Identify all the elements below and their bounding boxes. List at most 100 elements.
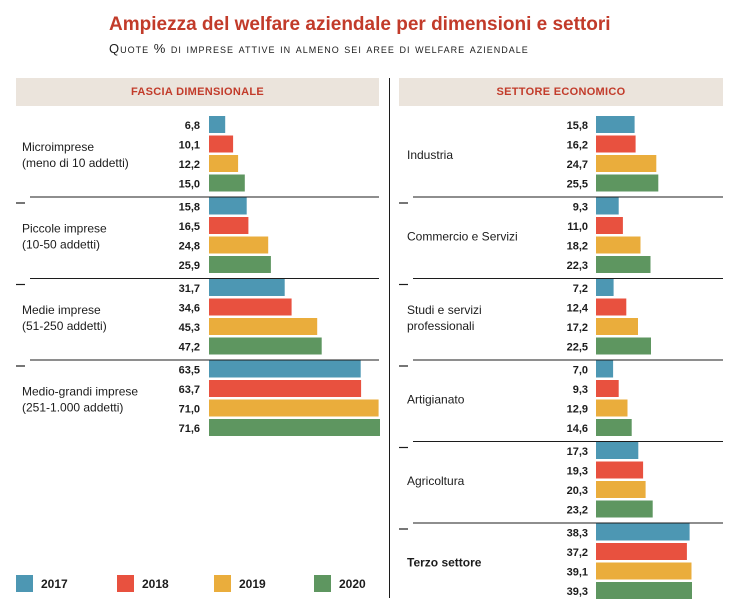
bar-studi-e-servizi-2020 — [596, 337, 651, 355]
bar-artigianato-2019 — [596, 399, 628, 417]
bar-terzo-settore-2017 — [596, 523, 690, 541]
value-label-agricoltura-2019: 20,3 — [567, 485, 588, 497]
value-label-commercio-e-servizi-2017: 9,3 — [573, 202, 588, 214]
bar-industria-2020 — [596, 174, 659, 192]
value-label-agricoltura-2018: 19,3 — [567, 466, 588, 478]
chart-title: Ampiezza del welfare aziendale per dimen… — [109, 14, 611, 35]
bar-studi-e-servizi-2017 — [596, 279, 614, 296]
bar-medie-imprese-2017 — [209, 279, 285, 296]
value-label-industria-2020: 25,5 — [567, 179, 588, 191]
legend-label-2017: 2017 — [41, 576, 68, 591]
value-label-studi-e-servizi-2020: 22,5 — [567, 342, 588, 354]
group-label-microimprese-line-2: (meno di 10 addetti) — [22, 156, 129, 170]
legend-item-2017: 2017 — [16, 575, 68, 592]
value-label-medio-grandi-imprese-2017: 63,5 — [179, 365, 200, 377]
value-label-artigianato-2019: 12,9 — [567, 404, 588, 416]
value-label-medio-grandi-imprese-2020: 71,6 — [179, 423, 200, 435]
panel-header-fascia-dimensionale: FASCIA DIMENSIONALE — [16, 78, 379, 106]
legend-item-2019: 2019 — [214, 575, 266, 592]
bar-industria-2019 — [596, 155, 657, 172]
value-label-artigianato-2020: 14,6 — [567, 423, 588, 435]
bar-microimprese-2019 — [209, 155, 239, 172]
value-label-commercio-e-servizi-2018: 11,0 — [567, 221, 588, 233]
bar-commercio-e-servizi-2020 — [596, 256, 651, 273]
bar-medie-imprese-2019 — [209, 318, 318, 335]
value-label-agricoltura-2020: 23,2 — [567, 505, 588, 517]
chart-subtitle: Quote % di imprese attive in almeno sei … — [109, 41, 529, 56]
bar-industria-2018 — [596, 135, 636, 153]
group-label-commercio-e-servizi: Commercio e Servizi — [407, 230, 518, 244]
legend-item-2020: 2020 — [314, 575, 366, 592]
value-label-medie-imprese-2017: 31,7 — [179, 283, 200, 295]
bar-medie-imprese-2020 — [209, 337, 322, 355]
bar-microimprese-2020 — [209, 174, 245, 192]
value-label-agricoltura-2017: 17,3 — [567, 446, 588, 458]
bar-terzo-settore-2020 — [596, 582, 692, 599]
bar-commercio-e-servizi-2018 — [596, 217, 623, 234]
bar-artigianato-2017 — [596, 360, 614, 378]
value-label-microimprese-2018: 10,1 — [179, 140, 200, 152]
value-label-medio-grandi-imprese-2018: 63,7 — [179, 384, 200, 396]
legend-swatch-2020 — [314, 575, 331, 592]
bar-medio-grandi-imprese-2020 — [209, 419, 380, 436]
bar-medio-grandi-imprese-2017 — [209, 360, 361, 378]
group-label-piccole-imprese: Piccole imprese — [22, 222, 107, 236]
value-label-microimprese-2019: 12,2 — [179, 159, 200, 171]
value-label-medie-imprese-2020: 47,2 — [179, 342, 200, 354]
bar-artigianato-2018 — [596, 380, 619, 397]
value-label-piccole-imprese-2020: 25,9 — [179, 260, 200, 272]
value-label-terzo-settore-2020: 39,3 — [567, 586, 588, 598]
bar-artigianato-2020 — [596, 419, 632, 436]
bar-microimprese-2018 — [209, 135, 234, 153]
bar-agricoltura-2017 — [596, 442, 639, 459]
bar-commercio-e-servizi-2019 — [596, 236, 641, 254]
value-label-terzo-settore-2018: 37,2 — [567, 547, 588, 559]
value-label-artigianato-2017: 7,0 — [573, 365, 588, 377]
value-label-studi-e-servizi-2019: 17,2 — [567, 322, 588, 334]
group-label-industria: Industria — [407, 148, 453, 162]
bar-studi-e-servizi-2018 — [596, 298, 627, 316]
value-label-microimprese-2017: 6,8 — [185, 120, 200, 132]
value-label-commercio-e-servizi-2019: 18,2 — [567, 241, 588, 253]
bar-agricoltura-2019 — [596, 481, 646, 498]
bar-medie-imprese-2018 — [209, 298, 292, 316]
value-label-piccole-imprese-2017: 15,8 — [179, 202, 200, 214]
group-label-agricoltura: Agricoltura — [407, 474, 465, 488]
group-label-artigianato: Artigianato — [407, 393, 465, 407]
bar-commercio-e-servizi-2017 — [596, 197, 619, 215]
value-label-industria-2019: 24,7 — [567, 159, 588, 171]
value-label-piccole-imprese-2019: 24,8 — [179, 241, 200, 253]
legend-label-2019: 2019 — [239, 576, 266, 591]
group-label-studi-e-servizi-line-2: professionali — [407, 319, 474, 333]
value-label-industria-2017: 15,8 — [567, 120, 588, 132]
bar-agricoltura-2020 — [596, 500, 653, 518]
bar-terzo-settore-2018 — [596, 543, 687, 560]
group-label-microimprese: Microimprese — [22, 140, 94, 154]
value-label-piccole-imprese-2018: 16,5 — [179, 221, 200, 233]
value-label-medie-imprese-2019: 45,3 — [179, 322, 200, 334]
value-label-terzo-settore-2017: 38,3 — [567, 528, 588, 540]
bar-agricoltura-2018 — [596, 461, 644, 479]
legend-label-2018: 2018 — [142, 576, 169, 591]
group-label-medie-imprese-line-2: (51-250 addetti) — [22, 319, 107, 333]
group-label-studi-e-servizi: Studi e servizi — [407, 303, 482, 317]
bar-microimprese-2017 — [209, 116, 226, 133]
group-label-medio-grandi-imprese-line-2: (251-1.000 addetti) — [22, 401, 123, 415]
legend-item-2018: 2018 — [117, 575, 169, 592]
group-label-terzo-settore: Terzo settore — [407, 556, 482, 570]
value-label-commercio-e-servizi-2020: 22,3 — [567, 260, 588, 272]
value-label-terzo-settore-2019: 39,1 — [567, 567, 588, 579]
legend-swatch-2018 — [117, 575, 134, 592]
value-label-medie-imprese-2018: 34,6 — [179, 303, 200, 315]
legend-swatch-2019 — [214, 575, 231, 592]
value-label-artigianato-2018: 9,3 — [573, 384, 588, 396]
bar-piccole-imprese-2018 — [209, 217, 249, 234]
group-label-medie-imprese: Medie imprese — [22, 303, 101, 317]
value-label-industria-2018: 16,2 — [567, 140, 588, 152]
group-label-piccole-imprese-line-2: (10-50 addetti) — [22, 238, 100, 252]
bar-industria-2017 — [596, 116, 635, 133]
bar-terzo-settore-2019 — [596, 562, 692, 580]
bar-medio-grandi-imprese-2018 — [209, 380, 362, 397]
legend-label-2020: 2020 — [339, 576, 366, 591]
